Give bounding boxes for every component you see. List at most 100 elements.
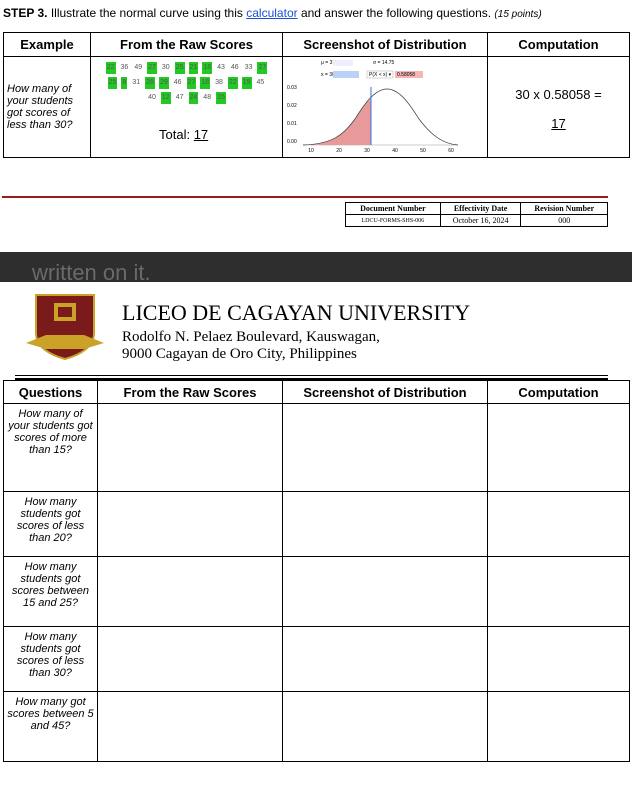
points: (15 points) [494, 9, 542, 20]
prob: 0.58058 [397, 72, 415, 78]
input-box [333, 60, 353, 66]
answer-cell [487, 556, 630, 627]
answer-cell [282, 403, 488, 492]
question-row: How many students got scores between 15 … [3, 556, 630, 627]
answer-cell [282, 491, 488, 557]
raw-score: 45 [256, 79, 265, 86]
answer-cell [282, 556, 488, 627]
raw-score: 31 [132, 79, 141, 86]
answer-cell [282, 626, 488, 692]
raw-score: 33 [244, 64, 253, 71]
raw-score: 46 [230, 64, 239, 71]
school-address: Rodolfo N. Pelaez Boulevard, Kauswagan, [122, 329, 380, 345]
raw-score: 30 [161, 64, 170, 71]
answer-cell [97, 491, 283, 557]
raw-score: 28 [145, 77, 155, 89]
question-row: How many of your students got scores of … [3, 403, 630, 492]
distribution-screenshot: μ = 37 σ = 14.75 x = 30 P(X < x) ▾ 0.580… [287, 60, 459, 154]
raw-score: 47 [175, 94, 184, 101]
raw-score: 27 [186, 77, 197, 89]
raw-score: 27 [147, 62, 157, 74]
step-text: Illustrate the normal curve using this [50, 6, 243, 20]
raw-scores: 22 36 49 27 30 25 21 18 43 46 33 27 25 8 31 28 29 46 27 18 3… [91, 57, 282, 104]
raw-score: 22 [105, 62, 116, 74]
school-address: 9000 Cagayan de Oro City, Philippines [122, 346, 357, 362]
doc-header: Revision Number [520, 202, 608, 215]
answer-cell [97, 626, 283, 692]
calculator-link[interactable]: calculator [246, 6, 298, 20]
answer-cell [97, 691, 283, 762]
question: How many students got scores of less tha… [3, 626, 98, 692]
school-logo [26, 294, 104, 361]
sigma: σ = 14.75 [373, 60, 395, 66]
questions-body: Questions From the Raw Scores Screenshot… [3, 380, 630, 762]
raw-score-row: 25 8 31 28 29 46 27 18 38 22 19 45 [91, 74, 282, 89]
x-tick-label: 40 [392, 148, 398, 154]
computation: 30 x 0.58058 = [515, 87, 602, 102]
question: How many students got scores between 15 … [3, 556, 98, 627]
doc-value: LDCU-FORMS-SHS-006 [345, 214, 441, 227]
header-rule [15, 375, 608, 376]
prob-label: P(X < x) ▾ [369, 72, 392, 78]
raw-score: 27 [257, 62, 268, 74]
answer-cell [487, 403, 630, 492]
total-label: Total: [159, 127, 191, 142]
doc-header: Effectivity Date [439, 202, 522, 215]
x-axis-labels: 10 20 30 40 50 60 [308, 148, 454, 154]
raw-score: 48 [203, 94, 212, 101]
raw-score: 38 [215, 79, 223, 86]
mu: μ = 37 [321, 60, 335, 66]
header: Questions [3, 380, 98, 404]
answer-cell [487, 626, 630, 692]
select-box [366, 70, 394, 79]
example-table: Example From the Raw Scores Screenshot o… [3, 32, 630, 158]
y-tick-label: 0.00 [287, 139, 297, 145]
overlay-text: written on it. [32, 260, 151, 282]
y-tick-label: 0.02 [287, 103, 297, 109]
doc-value: October 16, 2024 [439, 214, 522, 227]
question: How many of your students got scores of … [3, 403, 98, 492]
doc-header: Document Number [345, 202, 441, 215]
header-rule [15, 378, 608, 380]
divider [2, 196, 608, 198]
raw-score: 12 [160, 92, 171, 104]
questions-table: Questions From the Raw Scores Screenshot… [3, 380, 630, 762]
raw-score: 18 [202, 62, 213, 74]
x-tick-label: 30 [364, 148, 370, 154]
y-tick-label: 0.01 [287, 121, 297, 127]
x-tick-label: 20 [336, 148, 342, 154]
result-box [395, 71, 423, 78]
header: Example [3, 32, 91, 57]
x-value: x = 30 [321, 72, 335, 78]
raw-score: 43 [217, 64, 225, 71]
answer-cell [97, 556, 283, 627]
question-row: How many students got scores of less tha… [3, 626, 630, 692]
y-axis-labels: 0.03 0.02 0.01 0.00 [287, 85, 297, 145]
header: Computation [487, 32, 630, 57]
screenshot-cell: μ = 37 σ = 14.75 x = 30 P(X < x) ▾ 0.580… [282, 56, 488, 158]
answer-cell [487, 491, 630, 557]
question-row: How many got scores between 5 and 45? [3, 691, 630, 762]
raw-score: 25 [174, 62, 185, 74]
raw-score: 46 [173, 79, 182, 86]
normal-curve [302, 88, 459, 146]
computation-cell: 30 x 0.58058 = 17 [487, 56, 630, 158]
total: Total: 17 [159, 127, 208, 142]
raw-score: 8 [121, 77, 128, 89]
raw-score: 25 [107, 77, 118, 89]
question: How many students got scores of less tha… [3, 491, 98, 557]
x-tick-label: 10 [308, 148, 314, 154]
answer-cell [487, 691, 630, 762]
step-label: STEP 3. [3, 6, 48, 20]
raw-score: 49 [134, 64, 143, 71]
raw-score: 36 [120, 64, 129, 71]
raw-score: 24 [188, 92, 199, 104]
total-value: 17 [193, 127, 209, 142]
answer-cell [282, 691, 488, 762]
raw-score-row: 22 36 49 27 30 25 21 18 43 46 33 27 [91, 59, 282, 74]
question-row: How many students got scores of less tha… [3, 491, 630, 557]
question: How many got scores between 5 and 45? [3, 691, 98, 762]
raw-scores-cell: 22 36 49 27 30 25 21 18 43 46 33 27 25 8 31 28 29 46 27 18 3… [90, 56, 283, 158]
answer-cell [97, 403, 283, 492]
